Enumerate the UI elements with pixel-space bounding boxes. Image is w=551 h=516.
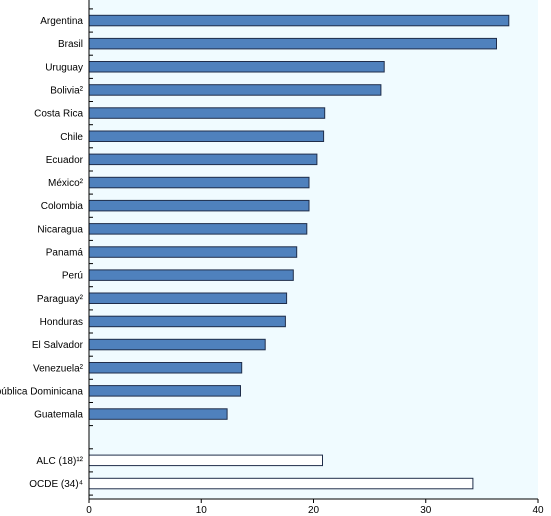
bar	[88, 107, 326, 119]
x-tick-label: 40	[532, 505, 544, 516]
axes: 0 10 20 30 40	[86, 0, 544, 516]
bar	[88, 176, 310, 189]
bar	[88, 454, 323, 467]
bar	[88, 14, 510, 27]
category-label: ALC (18)¹²	[36, 456, 83, 467]
bar	[88, 338, 266, 351]
category-label: República Dominicana	[0, 386, 83, 397]
category-label: Argentina	[40, 16, 83, 27]
bar	[88, 130, 325, 142]
x-tick-label: 30	[420, 505, 432, 516]
category-label: OCDE (34)⁴	[29, 479, 83, 490]
category-labels: Argentina Brasil Uruguay Bolivia² Costa Rica…	[0, 16, 84, 490]
category-label: Perú	[62, 271, 83, 282]
category-label: Brasil	[58, 39, 83, 50]
category-label: Ecuador	[46, 155, 84, 166]
category-label: Guatemala	[34, 410, 83, 421]
category-label: Honduras	[40, 317, 83, 328]
category-label: Colombia	[41, 201, 84, 212]
x-tick-label: 0	[86, 505, 92, 516]
bar	[88, 385, 241, 397]
category-label: Uruguay	[45, 62, 83, 73]
category-label: Panamá	[46, 248, 84, 259]
bar-group	[88, 14, 510, 490]
bar	[88, 408, 228, 420]
bar	[88, 315, 286, 328]
category-label: Paraguay²	[37, 294, 84, 305]
category-label: México²	[48, 178, 84, 189]
bar	[88, 477, 474, 490]
bar	[88, 61, 385, 73]
bar	[88, 292, 288, 304]
bar	[88, 84, 382, 96]
category-label: Venezuela²	[33, 363, 84, 374]
x-tick-label: 20	[308, 505, 320, 516]
bar	[88, 362, 243, 374]
category-label: Chile	[60, 132, 83, 143]
category-label: Costa Rica	[34, 109, 83, 120]
category-label: Bolivia²	[50, 85, 83, 96]
category-label: Nicaragua	[37, 224, 83, 235]
bar	[88, 153, 318, 166]
bar	[88, 246, 298, 258]
category-label: El Salvador	[32, 340, 84, 351]
x-tick-label: 10	[196, 505, 208, 516]
bar	[88, 223, 308, 235]
bar	[88, 269, 294, 281]
bar	[88, 37, 497, 50]
bar	[88, 199, 310, 212]
